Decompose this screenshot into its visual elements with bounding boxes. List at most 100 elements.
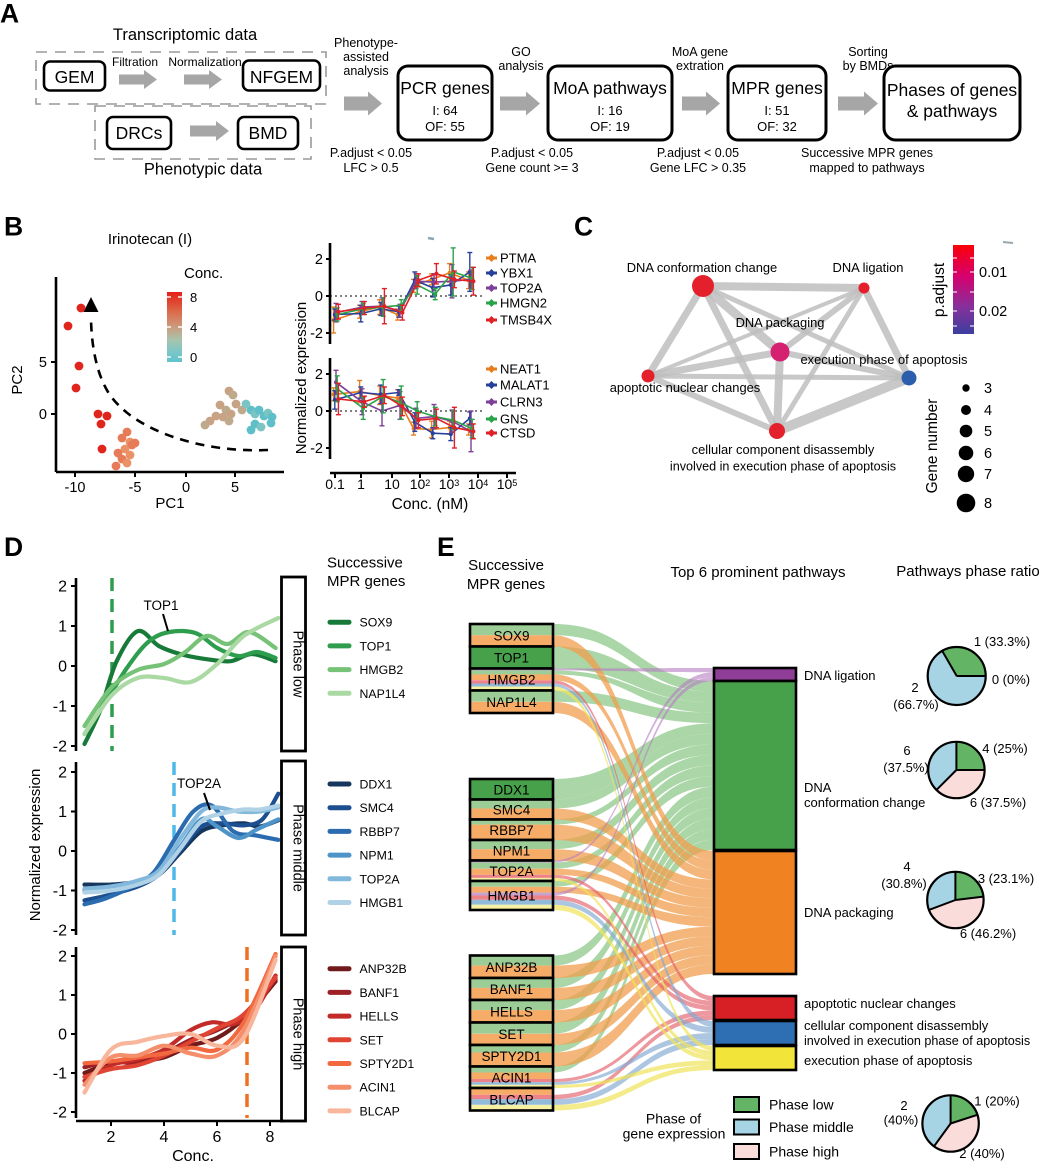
- svg-text:2: 2: [900, 1098, 907, 1113]
- svg-text:SPTY2D1: SPTY2D1: [360, 1057, 415, 1071]
- svg-text:apoptotic nuclear changes: apoptotic nuclear changes: [804, 996, 956, 1011]
- svg-text:MALAT1: MALAT1: [500, 378, 550, 393]
- svg-text:Irinotecan (I): Irinotecan (I): [108, 231, 192, 248]
- svg-text:(40%): (40%): [884, 1113, 919, 1128]
- svg-text:E: E: [437, 532, 455, 562]
- svg-text:1 (20%): 1 (20%): [974, 1094, 1020, 1109]
- svg-text:PC1: PC1: [155, 495, 184, 512]
- svg-text:2: 2: [315, 367, 323, 383]
- svg-text:TOP2A: TOP2A: [177, 776, 221, 791]
- svg-text:BANF1: BANF1: [360, 986, 400, 1000]
- svg-text:C: C: [574, 212, 593, 242]
- svg-text:apoptotic nuclear changes: apoptotic nuclear changes: [610, 380, 761, 395]
- svg-text:& pathways: & pathways: [907, 101, 998, 121]
- svg-text:-1: -1: [53, 1066, 67, 1083]
- svg-text:Normalization: Normalization: [168, 55, 241, 69]
- svg-text:Transcriptomic data: Transcriptomic data: [113, 26, 258, 44]
- svg-text:HMGB2: HMGB2: [487, 673, 535, 688]
- svg-text:(30.8%): (30.8%): [881, 876, 927, 891]
- svg-text:ACIN1: ACIN1: [360, 1081, 396, 1095]
- svg-text:RBBP7: RBBP7: [360, 825, 400, 839]
- svg-text:2: 2: [58, 949, 67, 966]
- svg-text:Successive MPR genes: Successive MPR genes: [801, 146, 933, 160]
- svg-text:0 (0%): 0 (0%): [992, 672, 1030, 687]
- svg-text:D: D: [4, 532, 23, 562]
- svg-text:MoA pathways: MoA pathways: [553, 78, 667, 98]
- svg-text:Phase high: Phase high: [769, 1144, 839, 1160]
- svg-text:DNA: DNA: [804, 780, 832, 795]
- svg-text:LFC > 0.5: LFC > 0.5: [343, 161, 398, 175]
- svg-text:Normalized expression: Normalized expression: [27, 769, 44, 922]
- svg-text:5: 5: [231, 480, 239, 496]
- svg-text:4: 4: [984, 403, 992, 419]
- svg-text:NPM1: NPM1: [360, 849, 394, 863]
- svg-text:1: 1: [58, 619, 67, 636]
- svg-text:-1: -1: [53, 699, 67, 716]
- svg-text:gene expression: gene expression: [623, 1126, 726, 1142]
- svg-text:8: 8: [266, 1129, 275, 1146]
- svg-text:OF: 55: OF: 55: [425, 119, 465, 134]
- svg-text:execution phase of apoptosis: execution phase of apoptosis: [804, 1053, 973, 1068]
- svg-text:p.adjust: p.adjust: [931, 262, 948, 317]
- svg-text:MPR genes: MPR genes: [731, 78, 823, 98]
- svg-text:2 (40%): 2 (40%): [959, 1146, 1005, 1161]
- svg-text:involved in execution phase of: involved in execution phase of apoptosis: [804, 1034, 1030, 1048]
- svg-text:(37.5%): (37.5%): [883, 760, 929, 775]
- svg-text:5: 5: [984, 424, 992, 440]
- svg-text:Phase low: Phase low: [290, 631, 306, 698]
- svg-text:TOP2A: TOP2A: [360, 872, 401, 886]
- svg-text:NEAT1: NEAT1: [500, 362, 541, 377]
- svg-text:RBBP7: RBBP7: [489, 823, 533, 838]
- svg-text:OF: 19: OF: 19: [590, 119, 630, 134]
- svg-text:analysis: analysis: [498, 59, 543, 73]
- svg-text:BANF1: BANF1: [490, 982, 534, 997]
- svg-text:3 (23.1%): 3 (23.1%): [978, 871, 1034, 886]
- svg-text:assisted: assisted: [343, 50, 389, 64]
- svg-text:0: 0: [58, 844, 67, 861]
- svg-text:GO: GO: [511, 45, 531, 59]
- svg-text:TOP1: TOP1: [143, 598, 178, 613]
- svg-text:Phenotype-: Phenotype-: [334, 36, 398, 50]
- svg-text:Gene LFC > 0.35: Gene LFC > 0.35: [650, 161, 746, 175]
- svg-text:TOP1: TOP1: [360, 639, 392, 653]
- svg-text:SOX9: SOX9: [360, 616, 393, 630]
- svg-text:-2: -2: [310, 441, 323, 457]
- svg-text:CLRN3: CLRN3: [500, 395, 543, 410]
- svg-text:MPR genes: MPR genes: [327, 573, 405, 590]
- svg-text:4: 4: [190, 320, 197, 335]
- svg-text:Phenotypic data: Phenotypic data: [144, 161, 263, 179]
- svg-text:Conc. (nM): Conc. (nM): [392, 496, 469, 513]
- svg-text:0: 0: [315, 404, 323, 420]
- svg-text:1 (33.3%): 1 (33.3%): [974, 634, 1030, 649]
- svg-text:7: 7: [984, 467, 992, 483]
- svg-text:Phase of: Phase of: [646, 1111, 701, 1127]
- svg-text:Successive: Successive: [327, 555, 403, 572]
- svg-text:DNA ligation: DNA ligation: [804, 668, 876, 683]
- svg-text:4: 4: [903, 859, 910, 874]
- svg-text:I: 64: I: 64: [432, 103, 457, 118]
- svg-text:4: 4: [160, 1129, 169, 1146]
- svg-text:2: 2: [58, 579, 67, 596]
- svg-text:GEM: GEM: [55, 67, 95, 87]
- svg-text:extration: extration: [676, 59, 724, 73]
- svg-text:Top 6 prominent pathways: Top 6 prominent pathways: [670, 564, 845, 581]
- svg-text:Gene number: Gene number: [924, 399, 941, 494]
- svg-text:YBX1: YBX1: [500, 266, 533, 281]
- svg-text:mapped to pathways: mapped to pathways: [809, 161, 924, 175]
- svg-text:2: 2: [107, 1129, 116, 1146]
- svg-text:DDX1: DDX1: [360, 778, 393, 792]
- svg-text:A: A: [0, 0, 19, 29]
- svg-text:0: 0: [190, 350, 197, 365]
- svg-text:HMGB1: HMGB1: [360, 896, 404, 910]
- svg-text:6 (46.2%): 6 (46.2%): [960, 926, 1016, 941]
- svg-text:Conc.: Conc.: [172, 1148, 214, 1165]
- svg-text:8: 8: [190, 290, 197, 305]
- svg-text:TOP2A: TOP2A: [489, 864, 533, 879]
- svg-text:6: 6: [984, 446, 992, 462]
- svg-text:0: 0: [39, 407, 47, 423]
- svg-text:3: 3: [984, 381, 992, 397]
- svg-text:1: 1: [357, 476, 365, 492]
- svg-text:0: 0: [58, 1027, 67, 1044]
- svg-text:2: 2: [315, 252, 323, 268]
- svg-text:2: 2: [911, 680, 918, 695]
